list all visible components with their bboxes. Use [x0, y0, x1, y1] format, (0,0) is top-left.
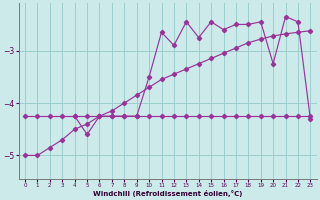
X-axis label: Windchill (Refroidissement éolien,°C): Windchill (Refroidissement éolien,°C)	[93, 190, 242, 197]
